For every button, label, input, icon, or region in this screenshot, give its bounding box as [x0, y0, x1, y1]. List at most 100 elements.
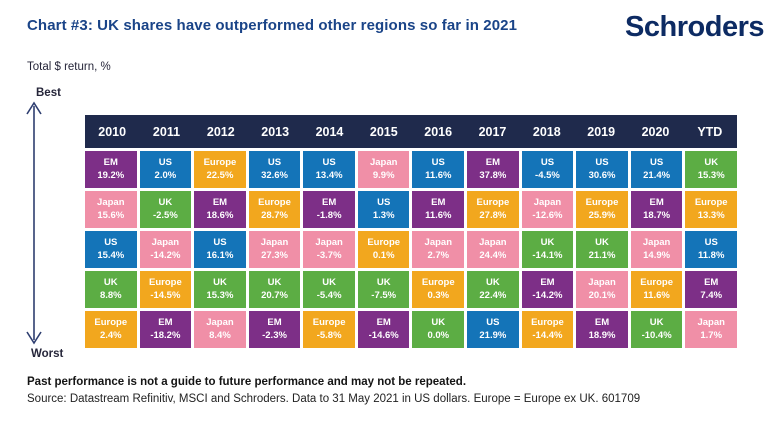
- return-cell: Europe 27.8%: [467, 191, 519, 228]
- region-label: Japan: [424, 236, 453, 248]
- region-label: UK: [376, 276, 391, 288]
- return-cell: UK 20.7%: [248, 271, 301, 308]
- return-cell: Japan -12.6%: [521, 191, 574, 228]
- return-value: 13.3%: [697, 209, 725, 221]
- double-arrow-icon: [26, 101, 42, 345]
- return-value: 18.6%: [206, 209, 234, 221]
- return-cell: Japan 20.1%: [576, 271, 628, 308]
- year-header-cell: 2012: [206, 124, 235, 139]
- return-cell: US 21.9%: [467, 311, 519, 348]
- year-header-row: 2010 2011 2012 2013 2014 2015 2016 2017 2018 2019…: [85, 115, 737, 148]
- return-value: 16.1%: [206, 249, 234, 261]
- best-label: Best: [36, 87, 61, 99]
- return-value: 1.3%: [372, 209, 395, 221]
- region-label: EM: [704, 276, 719, 288]
- year-header-cell: 2018: [532, 124, 561, 139]
- return-cell: US -4.5%: [521, 151, 574, 188]
- return-cell: EM -14.2%: [521, 271, 574, 308]
- return-cell: US 16.1%: [194, 231, 246, 268]
- return-value: -2.5%: [152, 209, 178, 221]
- return-cell: Europe 2.4%: [85, 311, 137, 348]
- region-label: UK: [431, 316, 446, 328]
- region-label: Europe: [258, 196, 291, 208]
- return-value: -14.1%: [532, 249, 563, 261]
- return-cell: US 11.8%: [685, 231, 737, 268]
- region-label: Japan: [479, 236, 507, 248]
- region-label: EM: [431, 196, 446, 208]
- return-cell: UK 0.0%: [412, 311, 465, 348]
- return-value: 0.0%: [427, 329, 450, 341]
- region-label: Japan: [97, 196, 125, 208]
- return-value: 27.8%: [479, 209, 507, 221]
- region-label: Japan: [533, 196, 562, 208]
- region-label: EM: [158, 316, 173, 328]
- region-label: UK: [158, 196, 173, 208]
- return-value: 19.2%: [97, 169, 125, 181]
- region-label: Japan: [260, 236, 289, 248]
- return-cell: EM -2.3%: [248, 311, 301, 348]
- return-value: -14.4%: [532, 329, 563, 341]
- return-value: -14.6%: [368, 329, 399, 341]
- region-label: EM: [212, 196, 228, 208]
- year-header-cell: 2017: [478, 124, 507, 139]
- returns-quilt-table: 2010 2011 2012 2013 2014 2015 2016 2017 2018 2019…: [85, 115, 737, 348]
- region-label: UK: [704, 156, 719, 168]
- return-cell: US 21.4%: [630, 151, 683, 188]
- return-value: 8.4%: [209, 329, 231, 341]
- return-cell: EM 18.7%: [630, 191, 683, 228]
- region-label: Europe: [585, 196, 619, 208]
- region-label: UK: [322, 276, 336, 288]
- return-value: 11.8%: [697, 249, 725, 261]
- return-value: -10.4%: [641, 329, 672, 341]
- return-value: -7.5%: [371, 289, 397, 301]
- region-label: Europe: [94, 316, 128, 328]
- region-label: US: [486, 316, 500, 328]
- return-value: 18.7%: [643, 209, 671, 221]
- return-cell: US 2.0%: [139, 151, 192, 188]
- return-cell: EM 19.2%: [85, 151, 137, 188]
- return-value: -3.7%: [316, 249, 342, 261]
- return-cell: EM 11.6%: [412, 191, 465, 228]
- year-header-cell: 2015: [369, 124, 398, 139]
- return-cell: EM 18.6%: [194, 191, 246, 228]
- return-cell: Japan 8.4%: [194, 311, 246, 348]
- region-label: UK: [595, 236, 609, 248]
- return-value: 15.3%: [697, 169, 725, 181]
- region-label: US: [267, 156, 282, 168]
- return-value: 1.7%: [700, 329, 723, 341]
- return-cell: Europe -14.5%: [139, 271, 192, 308]
- return-cell: Europe 28.7%: [248, 191, 301, 228]
- return-cell: US 1.3%: [357, 191, 410, 228]
- return-value: 13.4%: [315, 169, 343, 181]
- return-cell: UK 21.1%: [576, 231, 628, 268]
- year-header-cell: 2019: [587, 124, 616, 139]
- region-label: UK: [540, 236, 555, 248]
- return-cell: Japan 14.9%: [630, 231, 683, 268]
- region-label: US: [431, 156, 445, 168]
- return-cell: Europe 0.1%: [357, 231, 410, 268]
- return-value: -4.5%: [535, 169, 560, 181]
- return-value: 15.6%: [97, 209, 125, 221]
- region-label: UK: [213, 276, 227, 288]
- region-label: EM: [540, 276, 555, 288]
- return-value: 0.3%: [427, 289, 450, 301]
- return-cell: Europe -14.4%: [521, 311, 574, 348]
- region-label: Japan: [642, 236, 671, 248]
- region-label: Europe: [421, 276, 455, 288]
- return-value: 24.4%: [479, 249, 507, 261]
- return-value: 14.9%: [643, 249, 671, 261]
- source-note: Source: Datastream Refinitiv, MSCI and S…: [27, 393, 641, 405]
- return-cell: US 13.4%: [303, 151, 355, 188]
- return-cell: Europe -5.8%: [303, 311, 355, 348]
- return-cell: EM 7.4%: [685, 271, 737, 308]
- region-label: Japan: [369, 156, 398, 168]
- return-cell: UK -7.5%: [357, 271, 410, 308]
- year-header-cell: 2016: [424, 124, 453, 139]
- region-label: EM: [376, 316, 391, 328]
- return-cell: UK 22.4%: [467, 271, 519, 308]
- return-value: 15.3%: [206, 289, 234, 301]
- best-worst-arrow: [23, 98, 45, 348]
- region-label: Europe: [640, 276, 673, 288]
- region-label: Europe: [149, 276, 182, 288]
- return-value: 20.7%: [261, 289, 288, 301]
